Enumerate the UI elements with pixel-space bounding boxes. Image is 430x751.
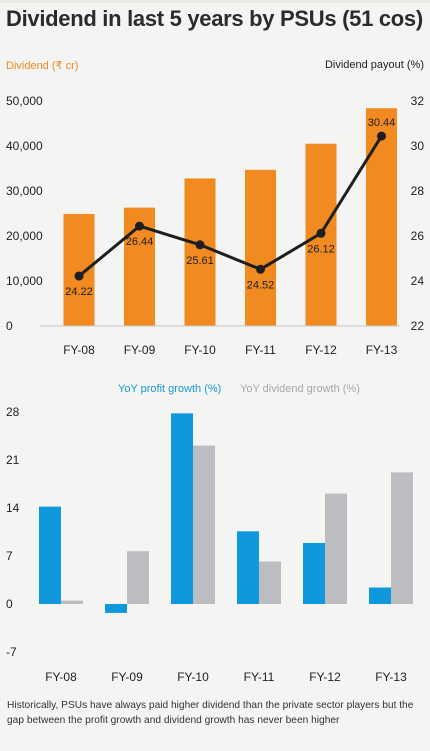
chart-title: Dividend in last 5 years by PSUs (51 cos… bbox=[6, 6, 423, 31]
payout-data-label: 26.44 bbox=[126, 236, 154, 248]
payout-point bbox=[256, 264, 265, 274]
x-tick-label: FY-12 bbox=[309, 670, 341, 684]
payout-line bbox=[78, 135, 383, 278]
y-tick: 14 bbox=[6, 501, 20, 515]
footnote-caption: Historically, PSUs have always paid high… bbox=[7, 700, 414, 726]
top-rule bbox=[0, 0, 430, 3]
y-tick-right: 28 bbox=[411, 184, 425, 198]
x-tick-label: FY-08 bbox=[63, 343, 95, 357]
x-tick-label: FY-10 bbox=[177, 670, 209, 684]
y-tick-right: 26 bbox=[411, 229, 425, 243]
dividend-growth-bar bbox=[127, 551, 149, 604]
legend-profit-growth: YoY profit growth (%) bbox=[118, 383, 222, 395]
x-tick-label: FY-11 bbox=[244, 670, 275, 684]
y-tick-left: 40,000 bbox=[6, 139, 43, 153]
dividend-growth-bar bbox=[391, 472, 413, 604]
payout-point bbox=[316, 228, 326, 238]
y-tick: 0 bbox=[6, 597, 13, 611]
y-tick-left: 10,000 bbox=[6, 274, 43, 288]
payout-point bbox=[74, 271, 84, 281]
payout-point bbox=[195, 240, 205, 250]
payout-axis-label: Dividend payout (%) bbox=[324, 59, 424, 71]
profit-growth-bar bbox=[171, 413, 193, 604]
profit-growth-bar bbox=[237, 531, 259, 604]
payout-data-label: 25.61 bbox=[186, 255, 214, 267]
payout-data-label: 24.52 bbox=[247, 279, 275, 291]
payout-point bbox=[377, 131, 386, 141]
payout-data-label: 26.12 bbox=[307, 243, 335, 255]
dividend-growth-bar bbox=[193, 445, 215, 604]
y-tick-left: 20,000 bbox=[6, 229, 43, 243]
dividend-chart: 0 10,000 20,000 30,000 40,000 50,000 22 24 26 28 3… bbox=[6, 94, 425, 357]
payout-data-label: 24.22 bbox=[65, 286, 93, 298]
dividend-bar bbox=[184, 178, 216, 326]
x-tick-label: FY-09 bbox=[124, 343, 156, 357]
y-tick-right: 32 bbox=[411, 94, 425, 108]
profit-growth-bar bbox=[303, 542, 325, 604]
dividend-growth-bar bbox=[325, 493, 347, 604]
y-tick: -7 bbox=[6, 645, 17, 659]
dividend-axis-label: Dividend (₹ cr) bbox=[6, 60, 79, 72]
y-tick-left: 50,000 bbox=[6, 94, 43, 108]
dividend-bar bbox=[366, 108, 397, 326]
x-tick-label: FY-10 bbox=[184, 343, 216, 357]
y-tick-left: 0 bbox=[6, 319, 13, 333]
payout-data-label: 30.44 bbox=[368, 117, 396, 129]
x-tick-label: FY-08 bbox=[45, 670, 77, 684]
x-tick-label: FY-09 bbox=[111, 670, 143, 684]
dividend-bar bbox=[63, 213, 95, 326]
y-tick-right: 24 bbox=[411, 274, 425, 288]
x-tick-label: FY-13 bbox=[366, 343, 398, 357]
dividend-growth-bar bbox=[61, 600, 83, 604]
y-tick: 21 bbox=[6, 453, 20, 467]
profit-growth-bar bbox=[369, 587, 391, 604]
x-tick-label: FY-12 bbox=[305, 343, 337, 357]
y-tick-left: 30,000 bbox=[6, 184, 43, 198]
legend-dividend-growth: YoY dividend growth (%) bbox=[240, 383, 360, 395]
x-tick-label: FY-11 bbox=[245, 343, 276, 357]
x-tick-label: FY-13 bbox=[375, 670, 407, 684]
dividend-bar bbox=[245, 169, 276, 326]
y-tick-right: 30 bbox=[411, 139, 425, 153]
y-tick: 7 bbox=[6, 549, 13, 563]
dividend-growth-bar bbox=[259, 561, 281, 604]
payout-point bbox=[135, 221, 144, 231]
y-tick-right: 22 bbox=[411, 319, 425, 333]
y-tick: 28 bbox=[6, 405, 20, 419]
profit-growth-bar bbox=[39, 506, 61, 604]
growth-chart: -7 0 7 14 21 28 FY-08 FY-09 FY-10 FY-11 FY-12 FY-13 bbox=[6, 405, 413, 684]
profit-growth-bar bbox=[105, 604, 127, 613]
